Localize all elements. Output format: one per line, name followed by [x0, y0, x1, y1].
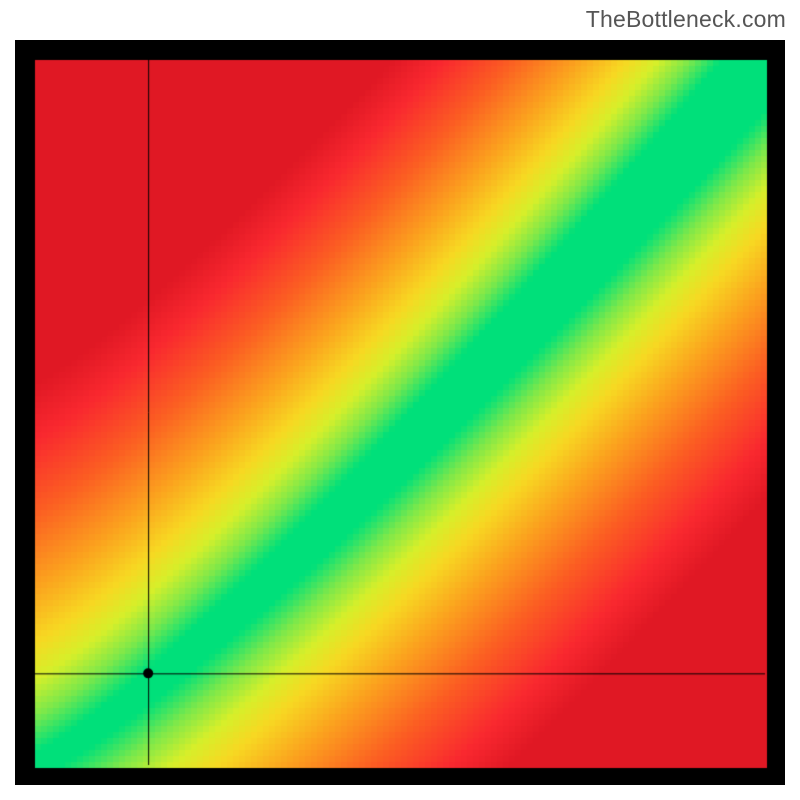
page-root: TheBottleneck.com — [0, 0, 800, 800]
attribution-text: TheBottleneck.com — [586, 6, 786, 33]
bottleneck-heatmap — [15, 40, 785, 785]
chart-frame — [15, 40, 785, 785]
